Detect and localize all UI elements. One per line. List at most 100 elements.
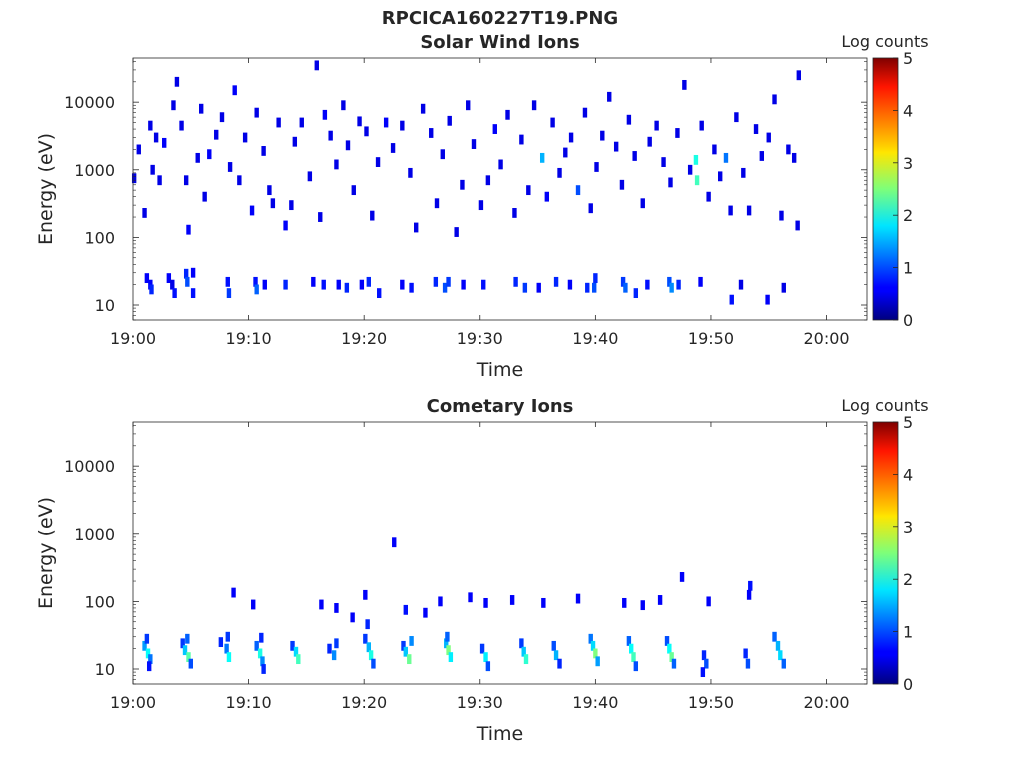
heatmap-cell [363,589,368,600]
heatmap-cell [706,191,711,202]
heatmap-cell [448,652,454,663]
heatmap-cell [671,658,677,669]
heatmap-cell [142,208,147,218]
heatmap-cell [299,117,304,128]
heatmap-cell [779,210,784,221]
heatmap-cell [795,220,800,231]
heatmap-cell [772,94,777,105]
heatmap-cell [375,157,381,167]
heatmap-cell [334,159,339,170]
plot-frame-cometary [132,421,868,685]
heatmap-cell [407,654,412,665]
heatmap-cell [461,279,466,290]
heatmap-cell [145,648,151,659]
heatmap-cell [400,120,405,131]
colorbar-tick-label: 1 [903,623,913,642]
heatmap-cell [544,191,550,202]
heatmap-cell [225,631,230,642]
heatmap-cell [318,212,323,222]
axis-ticks-cometary: 19:00 19:10 19:20 19:30 19:40 19:50 20:00 10 100… [64,422,867,712]
y-tick-label: 10000 [64,93,115,112]
axis-ticks-solar-wind: 19:00 19:10 19:20 19:30 19:40 19:50 20:00 10 100… [64,58,867,348]
heatmap-cell [781,282,786,293]
heatmap-cell [363,633,368,644]
heatmap-cell [314,60,319,71]
heatmap-cell [698,276,703,287]
heatmap-cell [454,227,459,237]
heatmap-cell [327,643,332,654]
x-tick-label: 19:30 [457,329,503,348]
heatmap-cell [550,117,555,128]
heatmap-cell [442,282,448,293]
colorbar-ticks-cometary: 0 1 2 3 4 5 [893,413,913,694]
heatmap-cell [718,171,723,182]
heatmap-cell [640,600,645,611]
heatmap-cell [607,91,612,102]
heatmap-cell [661,157,666,167]
x-axis-label-solar-wind: Time [476,359,524,381]
heatmap-cell [179,120,184,131]
heatmap-cell [251,599,256,610]
heatmap-cell [370,210,375,221]
x-tick-label: 19:00 [110,329,156,348]
heatmap-cell [166,273,172,284]
x-axis-label-cometary: Time [476,723,524,745]
heatmap-cell [293,646,299,657]
heatmap-cell [292,136,298,147]
y-tick-label: 100 [84,228,115,247]
heatmap-cell [575,593,581,604]
heatmap-cell [626,636,632,646]
heatmap-cell [319,599,324,610]
heatmap-cell [645,279,650,290]
heatmap-cell [420,103,426,114]
heatmap-cell [468,592,473,603]
heatmap-cell [483,597,488,608]
heatmap-cell [444,638,449,649]
heatmap-cell [364,126,369,137]
heatmap-cell [350,612,355,623]
heatmap-cell [170,279,175,290]
heatmap-cell [336,279,341,290]
heatmap-cell [513,276,518,287]
heatmap-cell [401,640,406,651]
heatmap-cell [541,597,546,608]
heatmap-cell [172,288,177,299]
heatmap-cell [289,200,294,211]
heatmap-cell [536,282,541,293]
heatmap-cell [185,276,190,287]
heatmap-cell [202,191,207,202]
heatmap-cell [526,185,531,196]
heatmap-cell [539,152,545,163]
heatmap-cell [481,279,486,290]
heatmap-cell [466,100,471,111]
heatmap-cell [144,273,150,284]
heatmap-cell [218,637,224,648]
heatmap-cell [392,537,397,548]
heatmap-cell [693,154,699,165]
heatmap-cell [183,268,189,279]
heatmap-cell [687,164,693,175]
heatmap-cell [153,132,159,143]
heatmap-cell [759,151,765,161]
heatmap-cell [741,167,746,178]
heatmap-cell [479,643,485,654]
heatmap-cell [225,276,230,287]
x-tick-label: 19:40 [572,329,618,348]
heatmap-cell [766,132,771,143]
heatmap-cell [400,279,405,290]
heatmap-cell [523,654,529,665]
heatmap-cell [483,652,488,663]
heatmap-cells-cometary [142,537,786,678]
heatmap-cell [551,640,556,651]
heatmap-cell [668,177,673,188]
heatmap-cell [253,276,258,287]
heatmap-cell [447,115,452,126]
heatmap-cell [590,640,596,651]
heatmap-cell [738,279,744,290]
heatmap-cell [699,120,704,131]
colorbar-tick-label: 1 [903,259,913,278]
heatmap-cell [267,185,272,196]
heatmap-cell [366,276,371,287]
heatmap-cell [498,159,503,170]
heatmap-cell [791,152,797,163]
